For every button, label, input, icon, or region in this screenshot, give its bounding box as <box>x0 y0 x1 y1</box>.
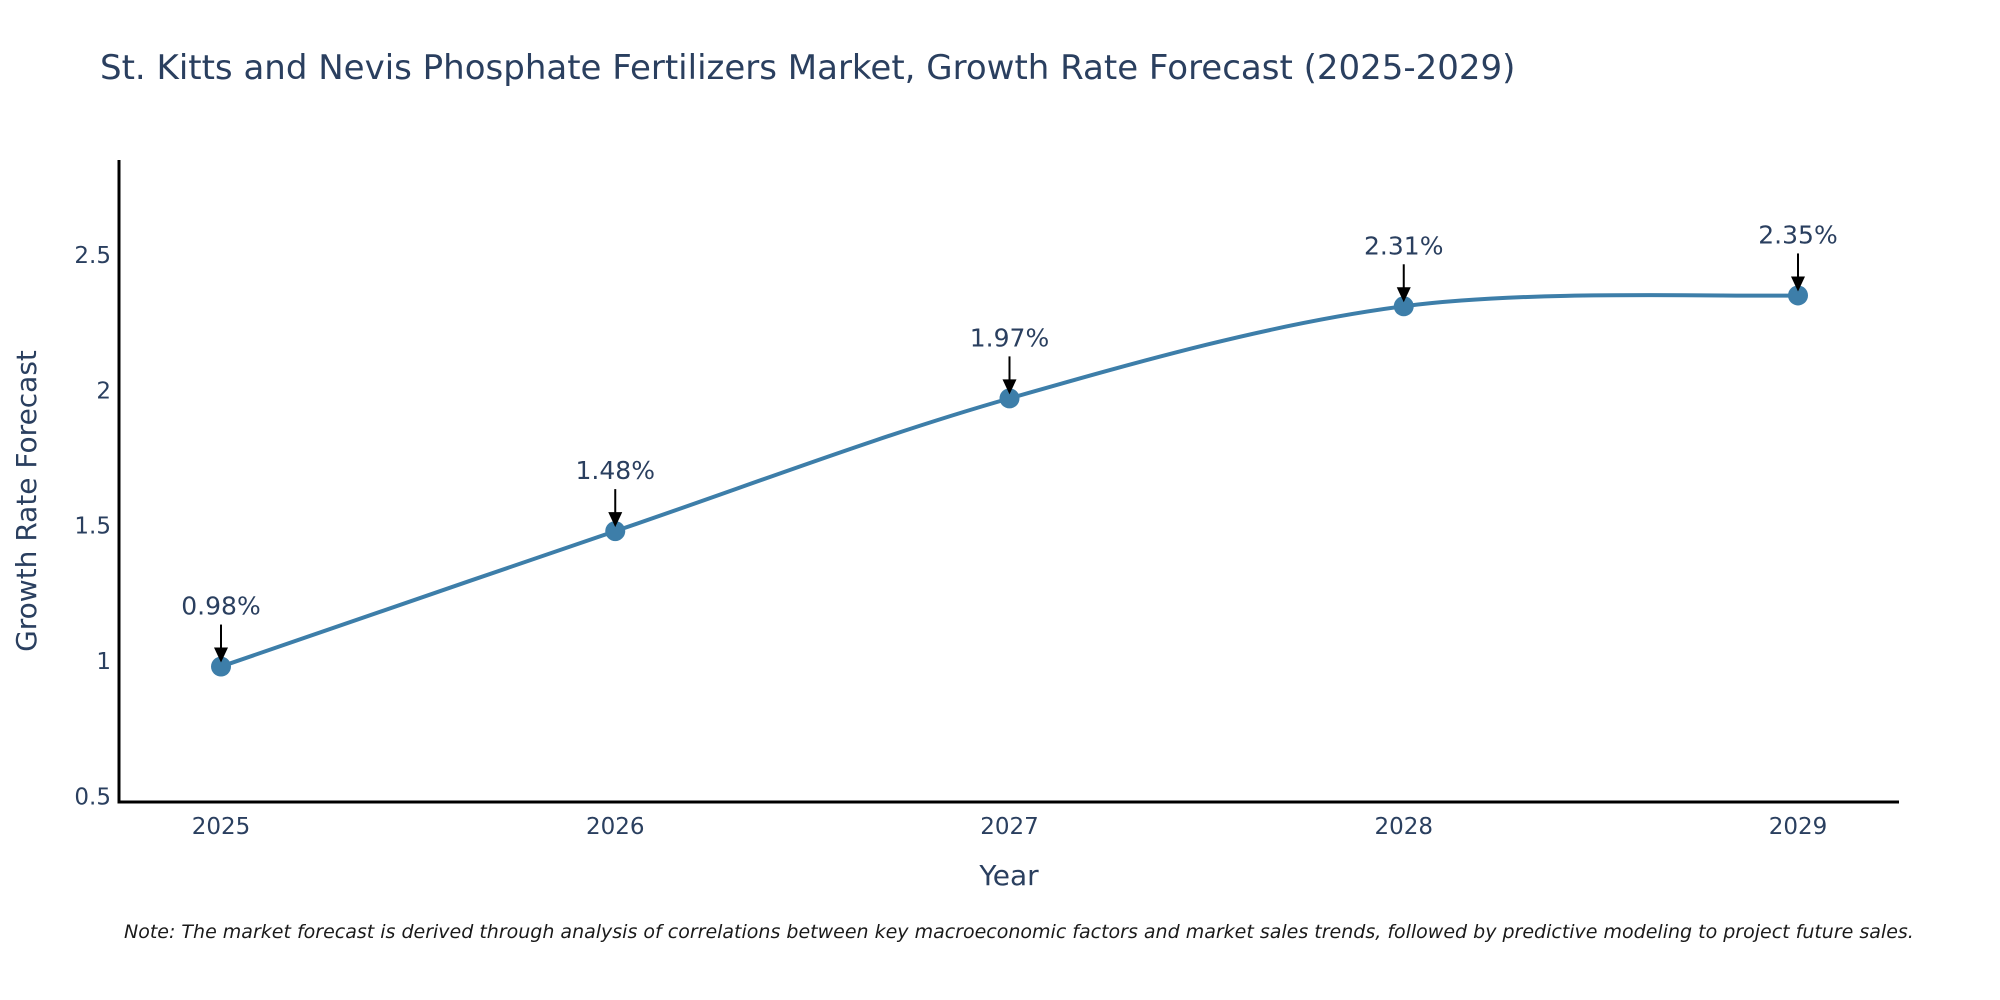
y-tick-label: 2.5 <box>74 243 111 269</box>
data-points <box>211 285 1808 677</box>
annotation-arrow-head <box>214 647 228 663</box>
y-tick-label: 1 <box>96 649 111 675</box>
data-point <box>211 656 231 677</box>
chart-note: Note: The market forecast is derived thr… <box>124 921 1914 943</box>
x-tick-label: 2028 <box>1374 814 1433 840</box>
annotation-arrow-head <box>1396 287 1411 303</box>
chart-title: St. Kitts and Nevis Phosphate Fertilizer… <box>100 48 1516 88</box>
x-tick-label: 2025 <box>192 814 251 840</box>
x-axis-title: Year <box>978 859 1039 892</box>
data-point <box>1393 296 1414 317</box>
data-label: 1.97% <box>970 323 1049 352</box>
x-tick-label: 2029 <box>1769 814 1828 840</box>
annotation-arrow-head <box>608 512 623 528</box>
x-tick-label: 2027 <box>980 814 1039 840</box>
data-point <box>1788 285 1808 306</box>
data-label: 1.48% <box>576 456 655 485</box>
y-tick-label: 2 <box>96 378 111 404</box>
data-point <box>605 521 626 542</box>
x-axis-ticks: 2025 2026 2027 2028 2029 <box>192 814 1828 840</box>
y-tick-label: 1.5 <box>74 514 111 540</box>
data-point <box>999 388 1020 409</box>
annotation-arrow-head <box>1791 276 1805 292</box>
annotation-arrow-head <box>1002 379 1017 395</box>
data-label: 2.31% <box>1364 231 1443 260</box>
x-tick-label: 2026 <box>586 814 645 840</box>
y-axis-title: Growth Rate Forecast <box>10 350 43 652</box>
data-label: 0.98% <box>181 592 260 621</box>
data-label: 2.35% <box>1758 220 1837 249</box>
y-axis-ticks: 0.5 1 1.5 2 2.5 <box>74 243 111 811</box>
y-tick-label: 0.5 <box>74 785 111 811</box>
data-annotations: 0.98% 1.48% 1.97% 2.31% 2.35% <box>181 220 1838 663</box>
